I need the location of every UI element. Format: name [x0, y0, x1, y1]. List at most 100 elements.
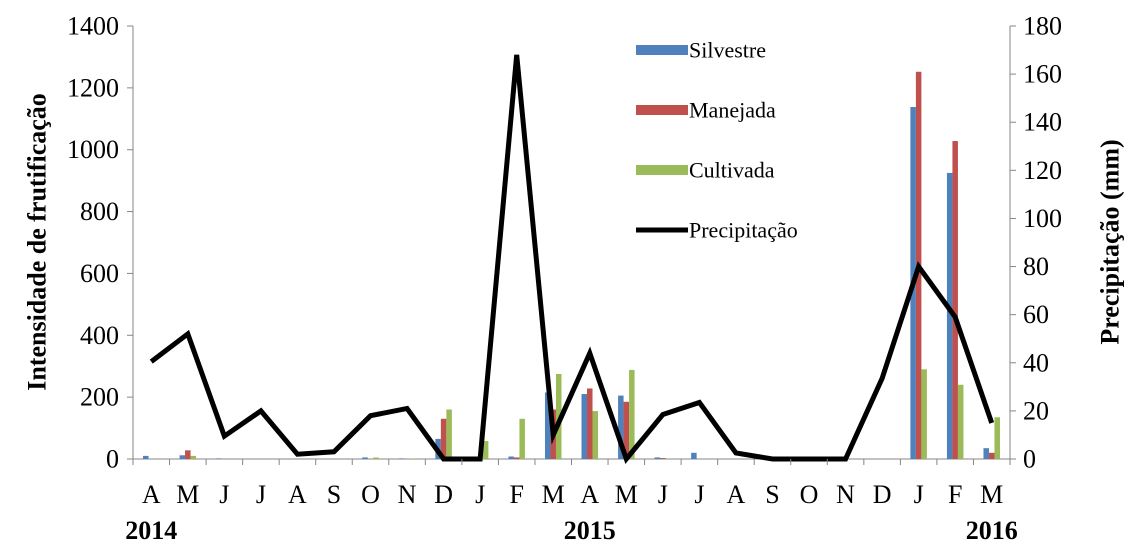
x-tick-label: D [434, 480, 453, 509]
left-y-tick-label: 200 [80, 383, 119, 412]
bar-cultivada [519, 418, 525, 459]
bar-cultivada [957, 384, 964, 459]
x-tick-label: A [142, 480, 161, 509]
bar-manejada [623, 401, 630, 459]
x-tick-label: J [694, 480, 704, 509]
bar-silvestre [654, 457, 661, 459]
bar-manejada [988, 452, 995, 459]
x-tick-label: O [361, 480, 380, 509]
x-tick-label: J [256, 480, 266, 509]
left-y-tick-label: 800 [80, 197, 119, 226]
bar-cultivada [482, 441, 489, 459]
right-y-tick-label: 20 [1023, 396, 1049, 425]
bar-silvestre [216, 458, 222, 459]
bar-silvestre [179, 455, 186, 459]
x-tick-label: J [475, 480, 485, 509]
right-y-tick-label: 160 [1023, 60, 1062, 89]
x-tick-label: J [914, 480, 924, 509]
bar-silvestre [946, 172, 953, 460]
left-y-tick-label: 1000 [67, 135, 119, 164]
bar-manejada [587, 388, 593, 459]
bar-silvestre [362, 457, 368, 459]
right-y-tick-label: 120 [1023, 156, 1062, 185]
x-tick-label: F [948, 480, 962, 509]
left-y-tick-label: 0 [106, 445, 119, 474]
x-tick-label: O [800, 480, 819, 509]
bar-silvestre [691, 452, 697, 459]
bar-cultivada [555, 373, 562, 459]
plot-area [132, 26, 1011, 465]
x-tick-label: M [542, 480, 565, 509]
line-precipitacao [149, 54, 995, 465]
x-tick-label: J [219, 480, 229, 509]
x-tick-label: A [288, 480, 307, 509]
left-y-tick-label: 1400 [67, 12, 119, 41]
left-y-tick-label: 600 [80, 259, 119, 288]
legend-item-cultivada: Cultivada [636, 158, 775, 183]
precipitation-line-layer [149, 54, 995, 465]
x-tick-label: S [327, 480, 341, 509]
left-y-ticks: 0 200 400 600 800 1000 1200 1400 [67, 12, 133, 474]
x-tick-label: F [509, 480, 523, 509]
bar-cultivada [190, 455, 197, 459]
legend-swatch [636, 45, 688, 55]
x-tick-label: M [615, 480, 638, 509]
legend-label: Cultivada [689, 158, 775, 183]
bar-manejada [185, 450, 191, 459]
legend-swatch [636, 105, 688, 115]
year-labels: 2014 2015 2016 [125, 516, 1017, 545]
legend-item-precipitacao: Precipitação [636, 218, 798, 243]
x-tick-label: A [727, 480, 746, 509]
bar-cultivada [409, 458, 416, 459]
bar-silvestre [581, 394, 588, 459]
bar-cultivada [994, 417, 1000, 459]
right-y-ticks: 0 20 40 60 80 100 120 140 160 180 [1010, 12, 1062, 474]
legend-item-silvestre: Silvestre [636, 38, 766, 63]
legend-label: Manejada [689, 98, 776, 123]
right-y-tick-label: 140 [1023, 108, 1062, 137]
bar-silvestre [143, 455, 149, 459]
bar-silvestre [544, 392, 551, 459]
right-y-tick-label: 100 [1023, 204, 1062, 233]
left-y-axis-title: Intensidade de frutificação [23, 93, 52, 391]
legend-item-manejada: Manejada [636, 98, 776, 123]
left-y-tick-label: 1200 [67, 73, 119, 102]
x-tick-label: D [873, 480, 892, 509]
bar-manejada [513, 457, 520, 459]
legend-label: Silvestre [689, 38, 766, 63]
year-label: 2014 [125, 516, 177, 545]
x-tick-label: M [980, 480, 1003, 509]
bar-cultivada [921, 369, 927, 459]
bar-silvestre [398, 458, 405, 459]
right-y-tick-label: 80 [1023, 252, 1049, 281]
bar-cultivada [629, 369, 635, 459]
right-y-tick-label: 60 [1023, 300, 1049, 329]
bar-manejada [660, 458, 666, 459]
right-y-tick-label: 0 [1023, 445, 1036, 474]
legend: Silvestre Manejada Cultivada Precipitação [636, 38, 798, 243]
right-y-tick-label: 40 [1023, 348, 1049, 377]
legend-swatch [636, 165, 688, 175]
x-tick-label: N [836, 480, 855, 509]
bar-silvestre [983, 448, 989, 459]
left-y-tick-label: 400 [80, 321, 119, 350]
bar-cultivada [373, 457, 379, 459]
x-tick-label: J [658, 480, 668, 509]
bar-silvestre [618, 395, 624, 459]
x-tick-label: M [176, 480, 199, 509]
right-y-axis-title: Precipitação (mm) [1096, 139, 1125, 344]
x-tick-label: S [765, 480, 779, 509]
bar-manejada [952, 141, 958, 459]
bar-manejada [440, 418, 447, 459]
year-label: 2015 [564, 516, 616, 545]
x-tick-label: N [398, 480, 417, 509]
legend-label: Precipitação [689, 218, 798, 243]
bar-cultivada [592, 411, 599, 459]
bar-cultivada [446, 409, 452, 459]
right-y-tick-label: 180 [1023, 12, 1062, 41]
year-label: 2016 [966, 516, 1018, 545]
x-tick-label: A [580, 480, 599, 509]
bar-silvestre [508, 456, 514, 459]
